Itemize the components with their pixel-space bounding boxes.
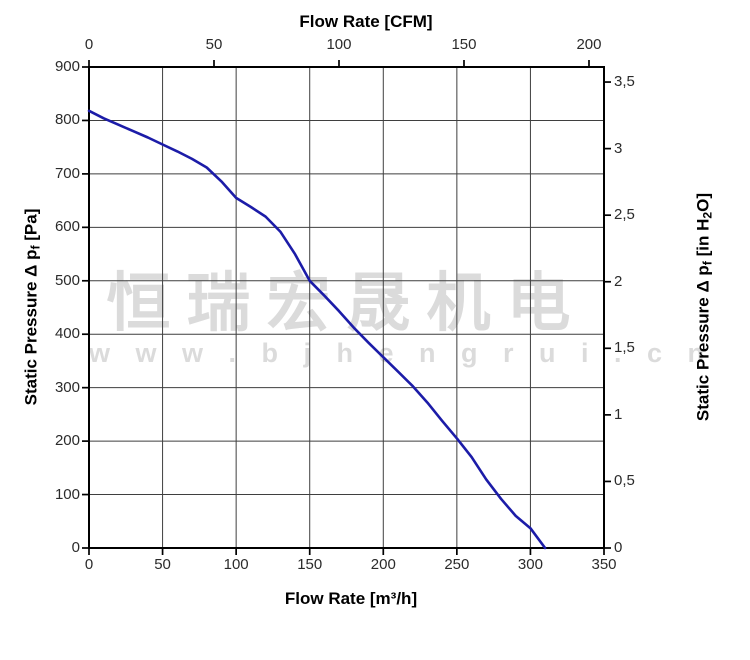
left-axis-tick-label: 600 [54, 218, 80, 236]
right-axis-tick-label: 1 [614, 405, 623, 423]
right-axis-title: Static Pressure Δ pf [in H2O] [693, 192, 715, 422]
left-axis-tick-label: 300 [54, 378, 80, 396]
left-axis-tick-label: 700 [54, 164, 80, 182]
top-axis-tick-label: 200 [576, 36, 602, 53]
right-axis-tick-label: 0,5 [614, 472, 635, 490]
bottom-axis-tick-label: 200 [370, 556, 396, 573]
bottom-axis-tick-label: 300 [517, 556, 543, 573]
right-axis-title-subscript: f [700, 261, 715, 266]
left-axis-tick-label: 100 [54, 485, 80, 503]
bottom-axis-tick-label: 100 [223, 556, 249, 573]
left-axis-tick-label: 900 [54, 58, 80, 75]
top-axis-title: Flow Rate [CFM] [299, 12, 433, 31]
right-axis-h2o-subscript: 2 [700, 211, 715, 219]
right-axis-tick-label: 0 [614, 539, 623, 556]
bottom-axis-tick-label: 0 [84, 556, 94, 573]
right-axis-tick-label: 2,5 [614, 206, 635, 224]
left-axis-tick-label: 400 [54, 325, 80, 343]
right-axis-tick-label: 3 [614, 139, 623, 157]
left-axis-tick-label: 500 [54, 271, 80, 289]
bottom-axis-tick-label: 350 [591, 556, 617, 573]
right-axis-tick-label: 3,5 [614, 73, 635, 91]
right-axis-tick-label: 1,5 [614, 339, 635, 357]
left-axis-title: Static Pressure Δ pf [Pa] [21, 208, 43, 406]
bottom-axis-tick-label: 250 [444, 556, 470, 573]
top-axis-tick-label: 0 [84, 36, 94, 53]
left-axis-title-subscript: f [28, 245, 43, 250]
pressure-curve [87, 109, 547, 550]
right-axis-tick-label: 2 [614, 272, 623, 290]
top-axis-tick-label: 100 [326, 36, 352, 53]
bottom-axis-tick-label: 150 [297, 556, 323, 573]
top-axis-tick-label: 50 [205, 36, 223, 53]
left-axis-tick-label: 0 [71, 539, 80, 556]
bottom-axis-title: Flow Rate [m³/h] [284, 589, 418, 608]
left-axis-tick-label: 200 [54, 432, 80, 450]
left-axis-tick-label: 800 [54, 111, 80, 129]
plot-frame [88, 66, 605, 549]
bottom-axis-tick-label: 50 [154, 556, 171, 573]
top-axis-tick-label: 150 [451, 36, 477, 53]
